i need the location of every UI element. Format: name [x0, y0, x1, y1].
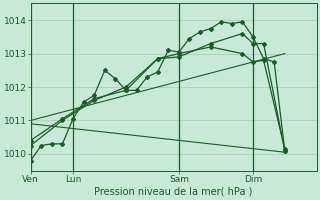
X-axis label: Pression niveau de la mer( hPa ): Pression niveau de la mer( hPa ) — [94, 187, 253, 197]
